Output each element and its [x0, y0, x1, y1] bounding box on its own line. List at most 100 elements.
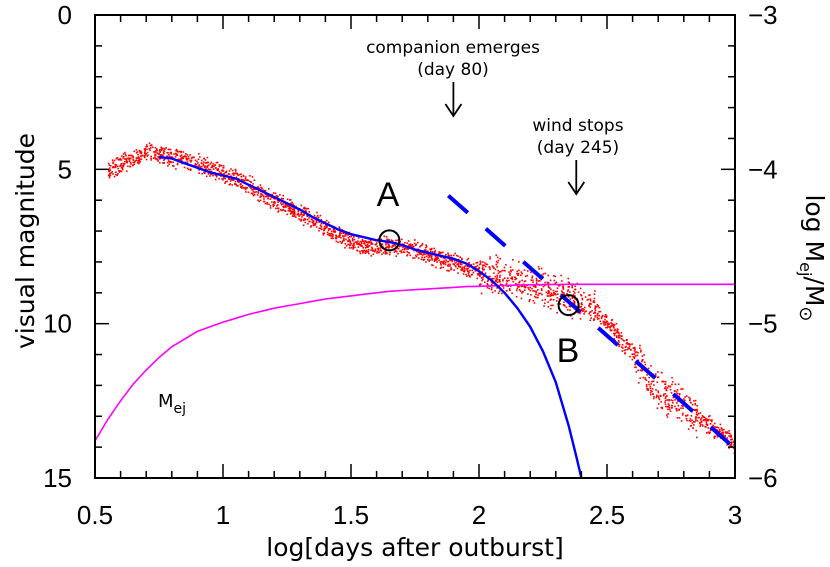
observation-point	[207, 173, 210, 175]
observation-point	[175, 149, 177, 152]
observation-point	[251, 189, 253, 191]
observation-point	[518, 289, 521, 291]
observation-point	[120, 166, 123, 169]
observation-point	[518, 261, 520, 263]
observation-point	[442, 262, 444, 264]
observation-point	[721, 428, 723, 431]
observation-point	[133, 163, 136, 165]
observation-point	[521, 291, 524, 293]
observation-point	[116, 165, 119, 168]
observation-point	[695, 411, 698, 414]
observation-point	[411, 244, 414, 246]
observation-point	[231, 169, 234, 172]
observation-point	[417, 251, 420, 254]
observation-point	[692, 420, 695, 423]
observation-point	[580, 302, 583, 304]
observation-point	[251, 176, 254, 178]
observation-point	[257, 199, 259, 202]
observation-point	[149, 149, 151, 152]
observation-point	[234, 183, 236, 186]
observation-point	[111, 159, 114, 161]
observation-point	[198, 172, 200, 174]
observation-point	[537, 280, 540, 282]
observation-point	[558, 285, 560, 287]
observation-point	[315, 226, 318, 228]
observation-point	[660, 371, 663, 374]
observation-point	[132, 155, 134, 158]
observation-point	[109, 167, 111, 169]
observation-point	[314, 222, 317, 225]
observation-point	[655, 389, 657, 391]
observation-point	[498, 271, 501, 273]
observation-point	[112, 162, 114, 165]
observation-point	[465, 273, 467, 276]
observation-point	[186, 167, 189, 170]
observation-point	[538, 268, 540, 270]
observation-point	[168, 155, 171, 158]
observation-point	[431, 259, 433, 261]
observation-point	[222, 179, 224, 181]
observation-point	[329, 228, 332, 230]
observation-point	[668, 399, 670, 402]
observation-point	[403, 251, 406, 253]
observation-point	[518, 285, 520, 288]
observation-point	[370, 243, 373, 245]
observation-point	[212, 165, 214, 167]
observation-point	[144, 153, 147, 156]
observation-point	[409, 245, 412, 247]
observation-point	[436, 256, 439, 258]
observation-point	[517, 272, 520, 275]
observation-point	[499, 274, 501, 277]
observation-point	[705, 432, 708, 434]
observation-point	[345, 245, 348, 247]
observation-point	[160, 149, 163, 152]
observation-point	[593, 319, 595, 322]
observation-point	[108, 175, 111, 178]
observation-point	[110, 172, 113, 174]
observation-point	[362, 251, 364, 253]
observation-point	[150, 144, 153, 146]
observation-point	[371, 248, 374, 251]
observation-point	[674, 399, 676, 401]
observation-point	[364, 251, 366, 254]
observation-point	[324, 221, 326, 223]
observation-point	[423, 256, 426, 259]
observation-point	[533, 284, 535, 287]
observation-point	[183, 166, 186, 169]
observation-point	[729, 438, 732, 441]
observation-point	[343, 237, 345, 240]
observation-point	[548, 292, 550, 294]
observation-point	[147, 154, 149, 156]
observation-point	[454, 265, 457, 268]
observation-point	[479, 283, 481, 286]
observation-point	[359, 252, 362, 255]
observation-point	[169, 148, 172, 151]
observation-point	[447, 269, 450, 272]
observation-point	[253, 187, 255, 190]
observation-point	[150, 157, 152, 160]
observation-point	[267, 188, 270, 190]
observation-point	[177, 151, 179, 153]
observation-point	[206, 166, 209, 169]
observation-point	[155, 148, 158, 151]
annotation-arrows	[444, 82, 586, 196]
observation-point	[212, 163, 215, 165]
observation-point	[175, 168, 177, 170]
observation-point	[549, 299, 552, 301]
observation-point	[197, 162, 199, 164]
observation-point	[608, 323, 610, 326]
observation-point	[156, 159, 159, 161]
observation-point	[548, 287, 551, 289]
observation-point	[704, 425, 706, 428]
observation-point	[675, 391, 678, 393]
observation-point	[349, 235, 351, 238]
observation-point	[462, 270, 465, 272]
observation-point	[702, 415, 705, 418]
observation-point	[496, 256, 499, 259]
observation-point	[362, 252, 364, 254]
observation-point	[602, 320, 605, 323]
observation-point	[552, 289, 555, 292]
observation-point	[305, 210, 307, 213]
observation-point	[139, 152, 142, 154]
